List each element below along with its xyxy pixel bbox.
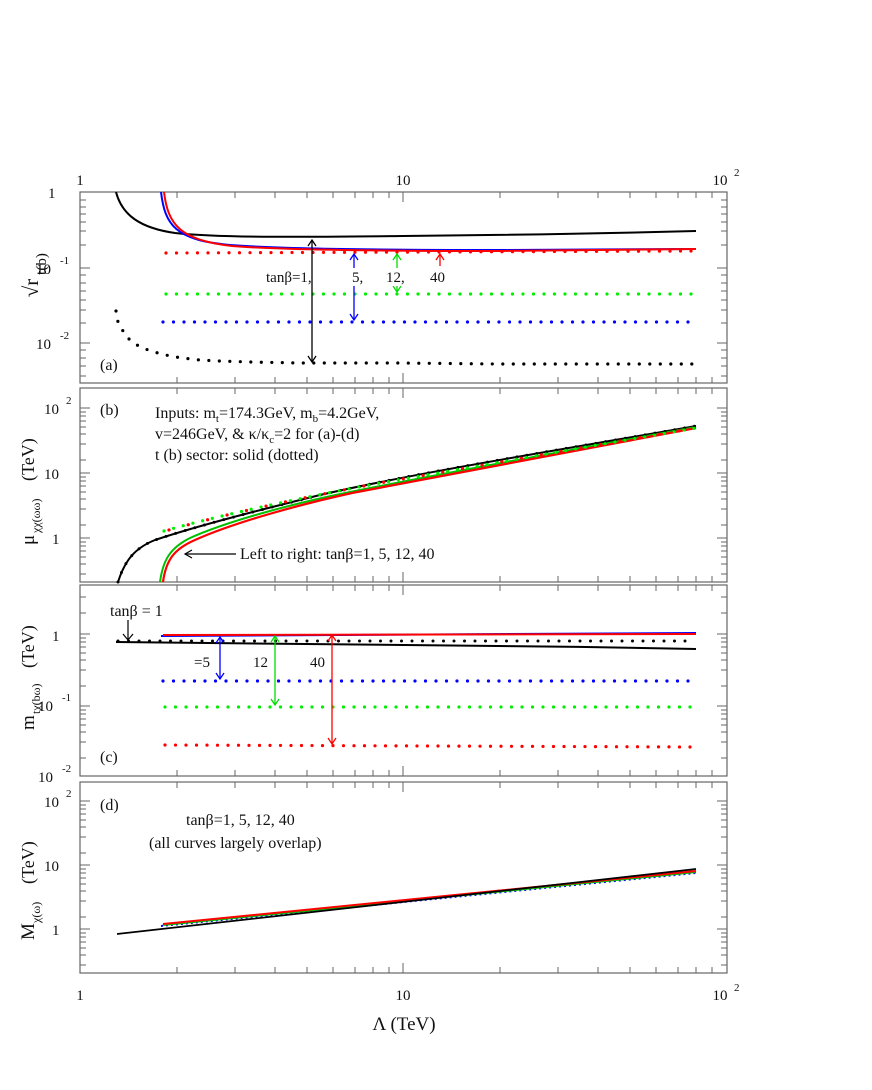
a-curve-tanb40-t [163, 191, 697, 253]
a-ytick-10: 10 [36, 262, 51, 278]
c-ytick-10: 10 [38, 699, 53, 715]
c-tanb1-label: tanβ = 1 [110, 603, 163, 620]
a-ytick-10b: 10 [36, 337, 51, 353]
panel-a-x-ticks [80, 192, 727, 383]
panel-a-frame [79, 191, 728, 384]
a-arrow-label-5: 5, [352, 270, 363, 286]
panel-d-ticks [80, 782, 727, 973]
panel-c-ticks [80, 585, 727, 776]
c-ylabel-unit: (TeV) [18, 625, 39, 668]
b-ytick-10: 10 [44, 467, 59, 483]
panel-d: 10 2 10 1 M χ(ω) (TeV) (d) tanβ=1, 5, 12… [18, 781, 728, 974]
a-ytick-exp-1: -1 [60, 255, 69, 267]
bottom-x-axis: 1 10 10 2 Λ (TeV) [76, 982, 739, 1035]
top-tick-100-exp: 2 [734, 167, 740, 179]
b-dots-tanb12-b [162, 426, 698, 533]
b-ytick-100-exp: 2 [66, 395, 72, 407]
top-axis-labels: 1 10 10 2 [76, 167, 739, 189]
b-inputs-note: Inputs: mt=174.3GeV, mb=4.2GeV, v=246GeV… [155, 405, 379, 464]
top-tick-10: 10 [396, 173, 411, 189]
x-tick-10: 10 [396, 988, 411, 1004]
b-ytick-100: 10 [44, 402, 59, 418]
c-curve-tanb40-t [162, 633, 697, 636]
c-arrows: =5 12 40 [194, 633, 337, 746]
c-ylabel-main: m [18, 715, 39, 730]
b-ylabel-sub: χχ(ωω) [29, 499, 43, 534]
a-ytick-exp-2: -2 [60, 330, 69, 342]
c-arrow-label-40: 40 [310, 655, 325, 671]
d-curve-tanb40 [162, 870, 697, 925]
d-ylabel-sub: χ(ω) [29, 902, 43, 924]
d-tanb-note: tanβ=1, 5, 12, 40 [186, 812, 295, 829]
c-curve-tanb1-t [115, 641, 697, 650]
c-arrow-label-5: =5 [194, 655, 210, 671]
x-tick-100-exp: 2 [734, 982, 740, 994]
svg-text:Inputs: mt=174.3GeV, mb=4.2GeV: Inputs: mt=174.3GeV, mb=4.2GeV, [155, 405, 379, 425]
d-ytick-100: 10 [44, 795, 59, 811]
panel-c: 1 10 -1 10 -2 m tχ(bω) (TeV) (c) tanβ = … [18, 584, 728, 786]
a-arrow-label-40: 40 [430, 270, 445, 286]
c-arrow-label-12: 12 [253, 655, 268, 671]
b-dots-tanb1-b [116, 424, 698, 584]
a-dots-tanb40-b [164, 249, 698, 255]
b-ylabel-main: μ [18, 535, 39, 545]
svg-text:v=246GeV, & κ/κc=2 for (a)-(d): v=246GeV, & κ/κc=2 for (a)-(d) [155, 426, 360, 446]
d-ylabel: M χ(ω) (TeV) [18, 841, 43, 940]
c-ytick-exp-2: -2 [62, 763, 71, 775]
d-ytick-1: 1 [52, 923, 60, 939]
b-panel-label: (b) [100, 402, 119, 419]
top-tick-1: 1 [76, 173, 84, 189]
b-curve-tanb40-t [161, 426, 697, 583]
d-ytick-10: 10 [44, 859, 59, 875]
a-panel-label: (a) [100, 357, 118, 374]
a-ylabel-main: √r [19, 279, 43, 298]
c-ylabel: m tχ(bω) (TeV) [18, 625, 43, 730]
x-tick-1: 1 [76, 988, 84, 1004]
c-ytick-10b: 10 [38, 770, 53, 786]
b-ylabel-unit: (TeV) [18, 438, 39, 481]
panel-b: 10 2 10 1 μ χχ(ωω) (TeV) (b) Inputs: mt=… [18, 387, 728, 584]
b-ylabel: μ χχ(ωω) (TeV) [18, 438, 43, 545]
a-ylabel: √r t(b) [19, 253, 50, 297]
b-ytick-1: 1 [52, 532, 60, 548]
d-overlap-note: (all curves largely overlap) [149, 835, 322, 852]
d-ylabel-main: M [18, 923, 39, 940]
c-dots-tanb40-b [163, 743, 698, 749]
x-axis-label: Λ (TeV) [372, 1014, 435, 1035]
a-ylabel-sub: t(b) [34, 253, 50, 275]
a-arrows: tanβ=1, 5, 12, 40 [250, 238, 480, 364]
x-tick-100: 10 [713, 988, 728, 1004]
d-panel-label: (d) [100, 797, 119, 814]
a-arrow-label-12: 12, [386, 270, 405, 286]
panel-b-ticks [80, 388, 727, 582]
c-ytick-exp-1: -1 [62, 692, 71, 704]
top-tick-100: 10 [713, 173, 728, 189]
panel-a: 1 10 -1 10 -2 √r t(b) (a) tanβ [19, 186, 728, 384]
d-ylabel-unit: (TeV) [18, 841, 39, 884]
d-curve-tanb1 [116, 868, 697, 935]
a-curve-tanb1-t [115, 191, 697, 238]
d-ytick-100-exp: 2 [66, 788, 72, 800]
a-ytick-1: 1 [48, 186, 56, 202]
c-ytick-1: 1 [52, 629, 60, 645]
a-arrow-label-1: tanβ=1, [266, 270, 312, 286]
b-arrow-note: Left to right: tanβ=1, 5, 12, 40 [240, 546, 434, 563]
c-ylabel-sub: tχ(bω) [29, 683, 43, 714]
c-panel-label: (c) [100, 749, 118, 766]
a-dots-tanb1-b [114, 309, 698, 366]
a-curve-tanb5-t [160, 191, 697, 252]
b-sector-note: t (b) sector: solid (dotted) [155, 447, 319, 464]
